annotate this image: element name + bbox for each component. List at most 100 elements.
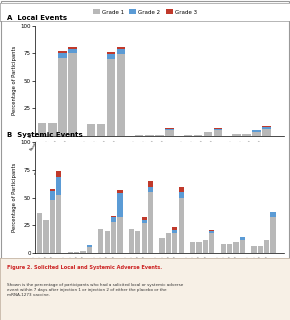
Legend: Grade 1, Grade 2, Grade 3: Grade 1, Grade 2, Grade 3 (92, 8, 198, 16)
Text: mRNA-1273
Inj 2: mRNA-1273 Inj 2 (256, 256, 273, 276)
Text: Placebo
Inj 2: Placebo Inj 2 (184, 139, 198, 154)
Text: mRNA-1273
Inj 1: mRNA-1273 Inj 1 (46, 139, 62, 159)
Text: mRNA-1273
Inj 1: mRNA-1273 Inj 1 (66, 256, 83, 276)
Text: mRNA-1273
Inj 1: mRNA-1273 Inj 1 (97, 256, 114, 276)
Bar (38, 123, 46, 136)
Bar (117, 47, 125, 49)
Bar (197, 242, 202, 253)
Bar (172, 228, 177, 230)
Text: mRNA-1273
Inj 1: mRNA-1273 Inj 1 (188, 256, 205, 276)
Text: Placebo
Inj 2: Placebo Inj 2 (124, 256, 138, 270)
Text: Fever: Fever (73, 288, 86, 293)
Text: Any Adverse Event: Any Adverse Event (34, 171, 81, 176)
Text: Placebo
Inj 1: Placebo Inj 1 (210, 256, 223, 270)
Bar (184, 135, 192, 136)
Bar (58, 58, 67, 136)
Text: Lymphadenopathy: Lymphadenopathy (229, 171, 274, 176)
Bar (240, 240, 245, 253)
Text: Placebo
Inj 1: Placebo Inj 1 (26, 256, 39, 270)
Bar (87, 124, 95, 136)
Bar (179, 198, 184, 253)
Bar (48, 123, 57, 136)
Bar (135, 231, 140, 253)
Bar (165, 129, 174, 131)
Text: mRNA-1273
Inj 1: mRNA-1273 Inj 1 (219, 256, 236, 276)
Bar (252, 132, 261, 136)
Text: Placebo
Inj 2: Placebo Inj 2 (88, 139, 101, 154)
Bar (271, 212, 276, 218)
Bar (142, 223, 147, 253)
Bar (203, 240, 208, 253)
Bar (209, 233, 214, 253)
Bar (80, 251, 86, 253)
Text: mRNA-1273
Inj 2: mRNA-1273 Inj 2 (134, 256, 151, 276)
Bar (135, 135, 144, 136)
Text: Placebo
Inj 2: Placebo Inj 2 (136, 139, 149, 154)
Bar (172, 230, 177, 233)
Bar (214, 129, 222, 131)
Text: Arthralgia: Arthralgia (190, 288, 215, 293)
Bar (111, 216, 116, 218)
Text: Placebo
Inj 1: Placebo Inj 1 (126, 139, 139, 154)
Bar (87, 245, 92, 247)
Bar (194, 135, 202, 136)
Text: Chills: Chills (257, 288, 270, 293)
Bar (37, 213, 42, 253)
Bar (148, 192, 153, 253)
Bar (97, 124, 105, 136)
Bar (209, 231, 214, 233)
Text: Erythema: Erythema (142, 171, 166, 176)
Text: Placebo
Inj 2: Placebo Inj 2 (247, 256, 260, 270)
Bar (252, 131, 261, 132)
Bar (107, 52, 115, 54)
Bar (172, 233, 177, 253)
Text: mRNA-1273
Inj 2: mRNA-1273 Inj 2 (72, 256, 89, 276)
Bar (166, 233, 171, 253)
Bar (214, 131, 222, 136)
Bar (117, 49, 125, 54)
Bar (155, 135, 164, 136)
Text: Placebo
Inj 1: Placebo Inj 1 (87, 256, 101, 270)
Text: Nausea
or Vomiting: Nausea or Vomiting (219, 288, 247, 299)
Text: Placebo
Inj 2: Placebo Inj 2 (63, 256, 77, 270)
Text: mRNA-1273
Inj 1: mRNA-1273 Inj 1 (250, 256, 267, 276)
Text: Placebo
Inj 1: Placebo Inj 1 (223, 139, 236, 154)
Bar (68, 47, 77, 49)
Bar (242, 134, 251, 136)
Text: mRNA-1273
Inj 1: mRNA-1273 Inj 1 (94, 139, 111, 159)
Text: mRNA-1273
Inj 2: mRNA-1273 Inj 2 (42, 256, 59, 276)
Text: Placebo
Inj 1: Placebo Inj 1 (29, 139, 42, 154)
Text: Placebo
Inj 2: Placebo Inj 2 (32, 256, 46, 270)
Text: Placebo
Inj 1: Placebo Inj 1 (174, 139, 188, 154)
Text: mRNA-1273
Inj 2: mRNA-1273 Inj 2 (226, 256, 242, 276)
Bar (165, 128, 174, 129)
Bar (50, 189, 55, 191)
Bar (160, 238, 165, 253)
Bar (117, 193, 122, 218)
Bar (148, 181, 153, 187)
Text: mRNA-1273
Inj 1: mRNA-1273 Inj 1 (191, 139, 208, 159)
Bar (271, 218, 276, 253)
Text: Placebo
Inj 1: Placebo Inj 1 (179, 256, 193, 270)
Bar (262, 126, 271, 127)
Text: Placebo
Inj 1: Placebo Inj 1 (149, 256, 162, 270)
Bar (68, 252, 73, 253)
Text: mRNA-1273
Inj 2: mRNA-1273 Inj 2 (103, 256, 120, 276)
Text: Placebo
Inj 2: Placebo Inj 2 (39, 139, 52, 154)
Text: Placebo
Inj 2: Placebo Inj 2 (216, 256, 230, 270)
Y-axis label: Percentage of Participants: Percentage of Participants (12, 46, 17, 116)
Text: Placebo
Inj 1: Placebo Inj 1 (57, 256, 70, 270)
Bar (142, 218, 147, 220)
Text: Fatigue: Fatigue (132, 288, 150, 293)
Bar (214, 128, 222, 129)
Text: mRNA-1273
Inj 1: mRNA-1273 Inj 1 (127, 256, 144, 276)
Bar (111, 222, 116, 253)
Bar (209, 230, 214, 231)
Bar (233, 242, 239, 253)
Bar (262, 127, 271, 129)
Bar (190, 242, 195, 253)
Bar (74, 252, 79, 253)
Bar (50, 200, 55, 253)
Text: Headache: Headache (98, 288, 123, 293)
Text: Placebo
Inj 1: Placebo Inj 1 (77, 139, 91, 154)
